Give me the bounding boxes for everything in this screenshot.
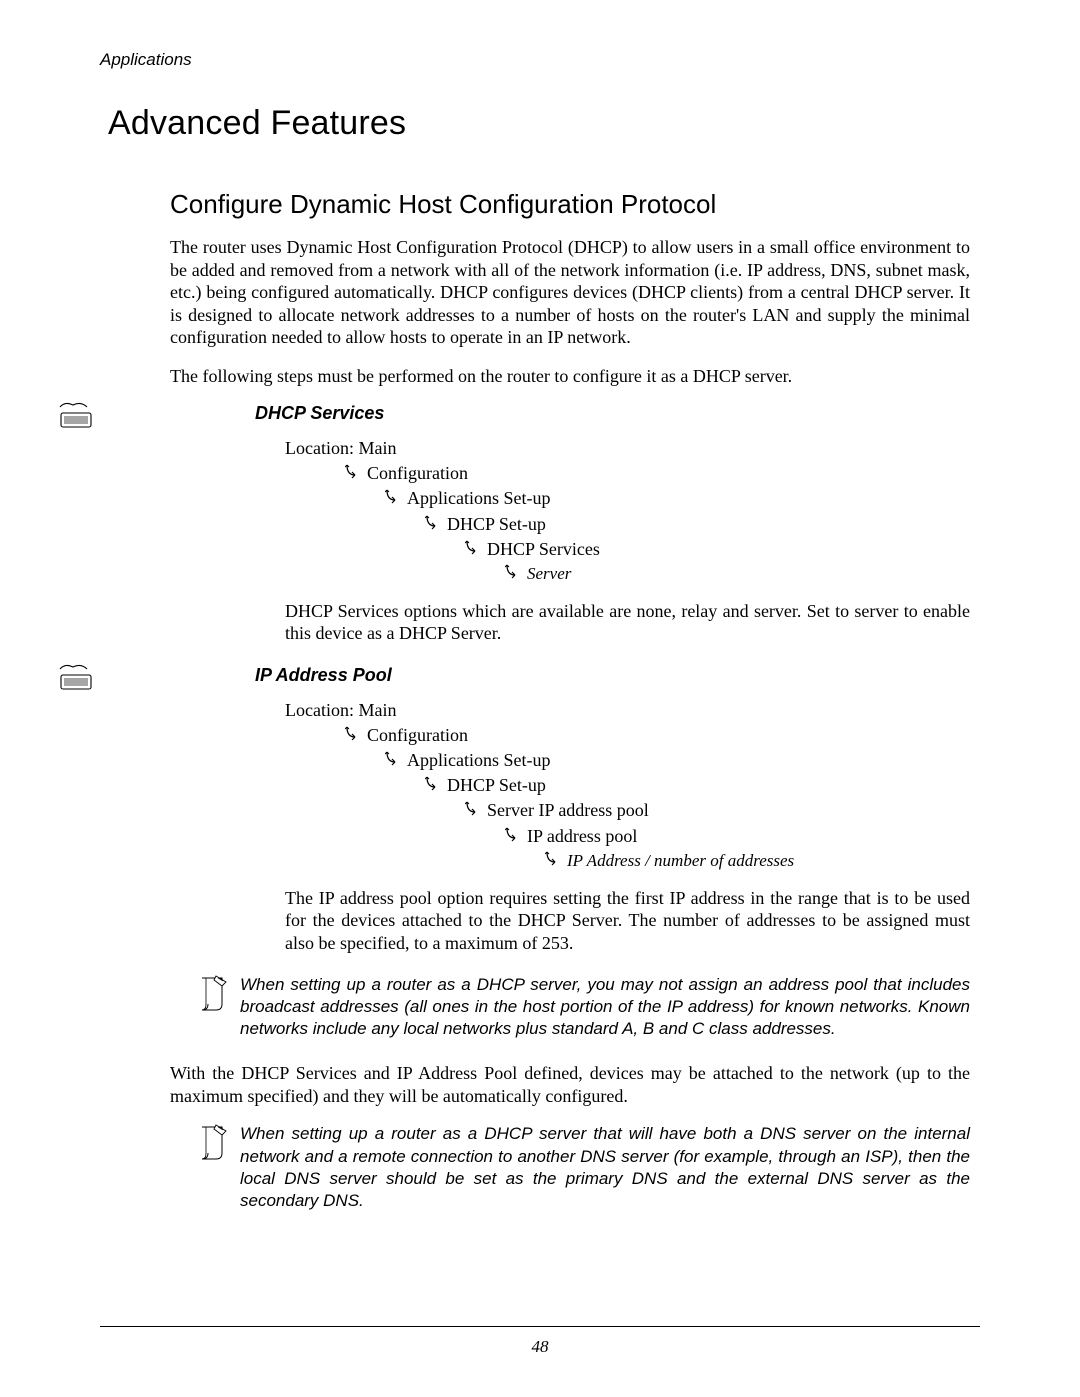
nav-label: IP address pool (527, 824, 637, 849)
arrow-icon (385, 488, 401, 504)
arrow-icon (425, 514, 441, 530)
location-label: Location: Main (285, 698, 980, 723)
page-number: 48 (100, 1337, 980, 1357)
nav-item: IP address pool (505, 824, 980, 849)
arrow-icon (505, 826, 521, 842)
nav-item: DHCP Set-up (425, 512, 980, 537)
dhcp-services-block: DHCP Services Location: Main Configurati… (100, 403, 980, 645)
arrow-icon (345, 725, 361, 741)
nav-label: DHCP Set-up (447, 512, 546, 537)
nav-label: DHCP Set-up (447, 773, 546, 798)
nav-label: Configuration (367, 723, 468, 748)
arrow-icon (345, 463, 361, 479)
location-label: Location: Main (285, 436, 980, 461)
note-block-1: When setting up a router as a DHCP serve… (240, 974, 970, 1040)
intro-para-2: The following steps must be performed on… (170, 365, 970, 388)
arrow-icon (545, 850, 561, 866)
arrow-icon (465, 539, 481, 555)
note-block-2: When setting up a router as a DHCP serve… (240, 1123, 970, 1211)
nav-item: Applications Set-up (385, 486, 980, 511)
note-text: When setting up a router as a DHCP serve… (240, 1123, 970, 1211)
pool-description: The IP address pool option requires sett… (285, 887, 970, 955)
footer: 48 (100, 1312, 980, 1357)
nav-item: Server (505, 562, 980, 586)
nav-label: DHCP Services (487, 537, 600, 562)
page-title: Advanced Features (108, 104, 980, 143)
ip-pool-block: IP Address Pool Location: Main Configura… (100, 665, 980, 954)
nav-item: Configuration (345, 461, 980, 486)
nav-label: Applications Set-up (407, 486, 550, 511)
intro-para-1: The router uses Dynamic Host Configurati… (170, 236, 970, 349)
page-container: Applications Advanced Features Configure… (0, 0, 1080, 1397)
arrow-icon (505, 563, 521, 579)
dhcp-location-block: Location: Main Configuration Application… (285, 436, 980, 586)
nav-item: DHCP Set-up (425, 773, 980, 798)
pool-subheading: IP Address Pool (255, 665, 980, 686)
router-icon (56, 661, 96, 693)
note-icon (196, 974, 230, 1014)
nav-label: Applications Set-up (407, 748, 550, 773)
arrow-icon (385, 750, 401, 766)
nav-item: Applications Set-up (385, 748, 980, 773)
nav-item: IP Address / number of addresses (545, 849, 980, 873)
nav-item: Server IP address pool (465, 798, 980, 823)
nav-item: DHCP Services (465, 537, 980, 562)
body-column: The router uses Dynamic Host Configurati… (170, 236, 970, 387)
section-heading: Configure Dynamic Host Configuration Pro… (170, 189, 980, 220)
footer-rule (100, 1326, 980, 1327)
running-head: Applications (100, 50, 980, 70)
note-icon (196, 1123, 230, 1163)
dhcp-subheading: DHCP Services (255, 403, 980, 424)
nav-label: Server IP address pool (487, 798, 649, 823)
nav-label-leaf: IP Address / number of addresses (567, 849, 794, 873)
pool-location-block: Location: Main Configuration Application… (285, 698, 980, 873)
nav-label: Configuration (367, 461, 468, 486)
closing-para: With the DHCP Services and IP Address Po… (170, 1062, 970, 1107)
dhcp-description: DHCP Services options which are availabl… (285, 600, 970, 645)
closing-column: With the DHCP Services and IP Address Po… (170, 1062, 970, 1107)
note-text: When setting up a router as a DHCP serve… (240, 974, 970, 1040)
nav-item: Configuration (345, 723, 980, 748)
nav-label-leaf: Server (527, 562, 571, 586)
arrow-icon (425, 775, 441, 791)
arrow-icon (465, 800, 481, 816)
router-icon (56, 399, 96, 431)
